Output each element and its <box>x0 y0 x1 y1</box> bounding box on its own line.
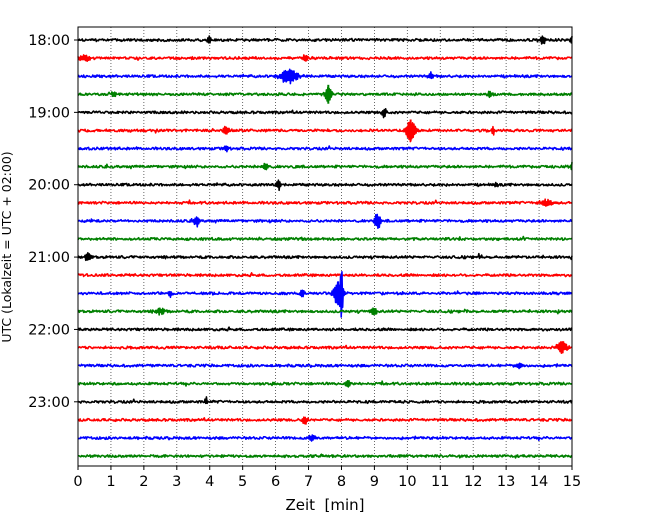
x-tick-label-9: 9 <box>370 474 379 490</box>
trace-14 <box>77 271 573 318</box>
trace-23 <box>77 453 573 459</box>
trace-17 <box>77 341 573 355</box>
x-axis-ticks: 0 1 2 3 4 5 6 7 8 9 10 11 12 13 14 15 <box>73 466 581 490</box>
plot-frame <box>77 26 573 467</box>
trace-22 <box>77 434 573 442</box>
trace-21 <box>77 416 573 425</box>
y-tick-label-3: 21:00 <box>28 250 70 266</box>
x-axis-label: Zeit [min] <box>285 496 364 514</box>
y-tick-label-4: 22:00 <box>28 322 70 338</box>
trace-20 <box>77 396 573 405</box>
trace-11 <box>77 235 573 242</box>
trace-18 <box>77 362 573 370</box>
trace-1 <box>77 54 573 63</box>
trace-9 <box>77 198 573 207</box>
y-tick-label-5: 23:00 <box>28 395 70 411</box>
x-tick-label-4: 4 <box>205 474 214 490</box>
trace-15 <box>77 307 573 316</box>
x-tick-label-10: 10 <box>398 474 416 490</box>
x-tick-label-13: 13 <box>497 474 515 490</box>
x-tick-label-5: 5 <box>238 474 247 490</box>
trace-5 <box>77 121 573 143</box>
trace-0 <box>77 35 573 45</box>
traces-group <box>77 35 573 459</box>
trace-12 <box>77 252 573 262</box>
y-axis-ticks: 18:00 19:00 20:00 21:00 22:00 23:00 <box>28 33 78 411</box>
trace-3 <box>77 86 573 102</box>
x-tick-label-8: 8 <box>337 474 346 490</box>
x-tick-label-15: 15 <box>563 474 581 490</box>
trace-10 <box>77 213 573 230</box>
x-tick-label-1: 1 <box>106 474 115 490</box>
x-tick-label-14: 14 <box>530 474 548 490</box>
axes-frame <box>77 26 573 467</box>
y-axis-label: UTC (Lokalzeit = UTC + 02:00) <box>0 151 14 342</box>
trace-16 <box>77 326 573 332</box>
trace-4 <box>77 108 573 119</box>
y-tick-label-2: 20:00 <box>28 178 70 194</box>
x-tick-label-11: 11 <box>431 474 449 490</box>
x-tick-label-2: 2 <box>139 474 148 490</box>
trace-6 <box>77 145 573 153</box>
trace-19 <box>77 379 573 388</box>
x-tick-label-3: 3 <box>172 474 181 490</box>
y-tick-label-1: 19:00 <box>28 105 70 121</box>
trace-13 <box>77 272 573 278</box>
x-tick-label-0: 0 <box>73 474 82 490</box>
x-tick-label-12: 12 <box>464 474 482 490</box>
y-tick-label-0: 18:00 <box>28 33 70 49</box>
x-tick-label-7: 7 <box>304 474 313 490</box>
trace-7 <box>77 161 573 171</box>
x-tick-label-6: 6 <box>271 474 280 490</box>
trace-2 <box>77 68 573 85</box>
trace-8 <box>77 179 573 192</box>
